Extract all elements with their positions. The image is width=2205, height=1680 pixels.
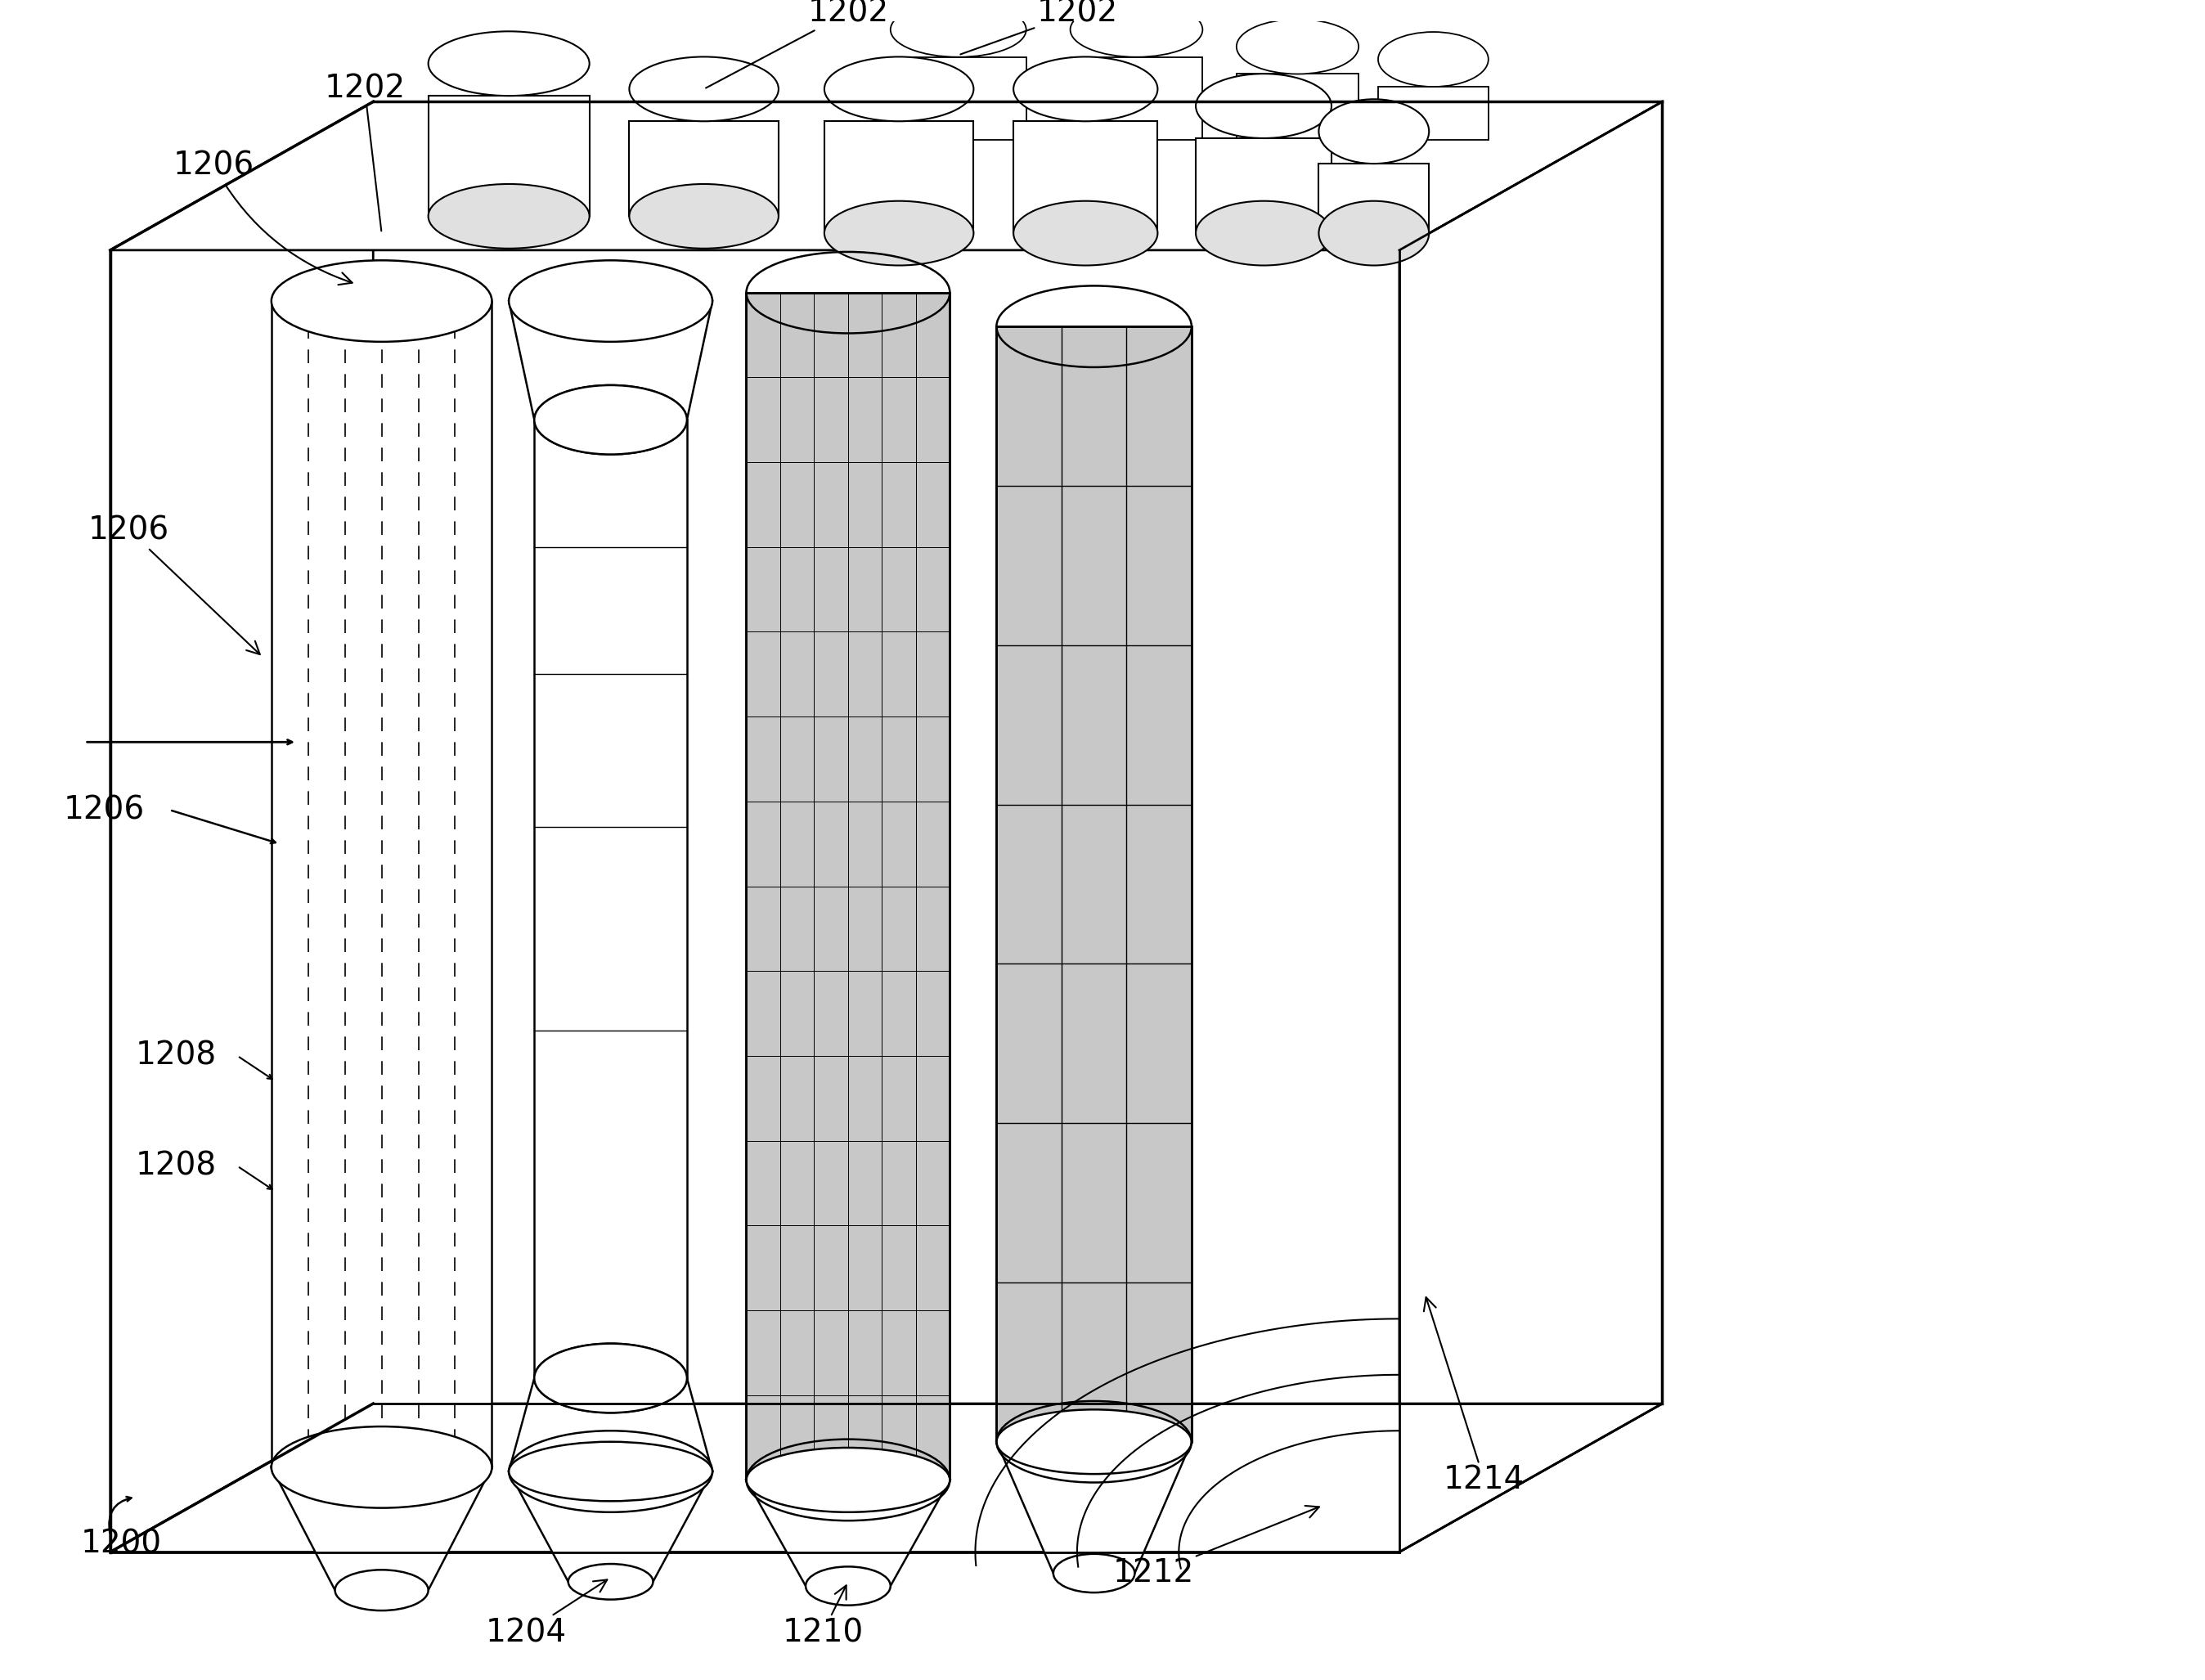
Polygon shape xyxy=(1014,121,1158,234)
Polygon shape xyxy=(110,102,373,1552)
Polygon shape xyxy=(745,292,950,1480)
Polygon shape xyxy=(1378,87,1488,139)
Ellipse shape xyxy=(271,260,492,341)
Text: 1200: 1200 xyxy=(82,1529,161,1559)
Ellipse shape xyxy=(271,1433,492,1502)
Ellipse shape xyxy=(509,1441,712,1502)
Ellipse shape xyxy=(628,57,778,121)
Ellipse shape xyxy=(1319,99,1429,163)
Ellipse shape xyxy=(825,57,975,121)
Ellipse shape xyxy=(1014,202,1158,265)
Ellipse shape xyxy=(509,260,712,341)
Polygon shape xyxy=(1319,163,1429,234)
Polygon shape xyxy=(509,301,712,420)
Polygon shape xyxy=(509,1378,712,1472)
Polygon shape xyxy=(1069,57,1202,139)
Ellipse shape xyxy=(335,1569,428,1611)
Polygon shape xyxy=(1400,102,1663,1552)
Text: 1208: 1208 xyxy=(137,1040,216,1072)
Polygon shape xyxy=(1237,74,1358,139)
Ellipse shape xyxy=(428,32,589,96)
Text: 1202: 1202 xyxy=(324,74,406,230)
Polygon shape xyxy=(428,96,589,217)
Ellipse shape xyxy=(805,1567,891,1606)
Text: 1210: 1210 xyxy=(783,1586,862,1648)
Ellipse shape xyxy=(1378,32,1488,87)
Ellipse shape xyxy=(1195,74,1332,138)
Text: 1204: 1204 xyxy=(485,1579,606,1648)
Text: 1206: 1206 xyxy=(174,150,353,286)
Text: 1214: 1214 xyxy=(1424,1297,1524,1495)
Polygon shape xyxy=(110,102,1663,250)
Polygon shape xyxy=(745,1480,950,1586)
Polygon shape xyxy=(271,301,492,1467)
Text: 1202: 1202 xyxy=(706,0,889,87)
Ellipse shape xyxy=(628,185,778,249)
Polygon shape xyxy=(110,1403,1663,1552)
Text: 1206: 1206 xyxy=(88,514,260,655)
Polygon shape xyxy=(891,57,1025,139)
Ellipse shape xyxy=(1195,202,1332,265)
Ellipse shape xyxy=(825,202,975,265)
Text: 1212: 1212 xyxy=(1114,1505,1319,1589)
Polygon shape xyxy=(271,1467,492,1591)
Ellipse shape xyxy=(534,1344,688,1413)
Ellipse shape xyxy=(569,1564,653,1599)
Ellipse shape xyxy=(271,1426,492,1509)
Ellipse shape xyxy=(534,385,688,454)
Ellipse shape xyxy=(534,385,688,454)
Ellipse shape xyxy=(1319,202,1429,265)
Ellipse shape xyxy=(745,1448,950,1512)
Polygon shape xyxy=(1195,138,1332,234)
Polygon shape xyxy=(825,121,975,234)
Text: 1206: 1206 xyxy=(64,795,146,825)
Polygon shape xyxy=(534,420,688,1378)
Ellipse shape xyxy=(1237,18,1358,74)
Ellipse shape xyxy=(534,1344,688,1413)
Ellipse shape xyxy=(997,1410,1191,1473)
Ellipse shape xyxy=(509,1431,712,1512)
Polygon shape xyxy=(628,121,778,217)
Text: 1208: 1208 xyxy=(137,1151,216,1181)
Ellipse shape xyxy=(891,2,1025,57)
Ellipse shape xyxy=(1054,1554,1136,1593)
Ellipse shape xyxy=(1014,57,1158,121)
Polygon shape xyxy=(509,1472,712,1581)
Polygon shape xyxy=(997,326,1191,1441)
Polygon shape xyxy=(997,1441,1191,1572)
Ellipse shape xyxy=(1069,2,1202,57)
Text: 1202: 1202 xyxy=(961,0,1118,54)
Ellipse shape xyxy=(428,185,589,249)
